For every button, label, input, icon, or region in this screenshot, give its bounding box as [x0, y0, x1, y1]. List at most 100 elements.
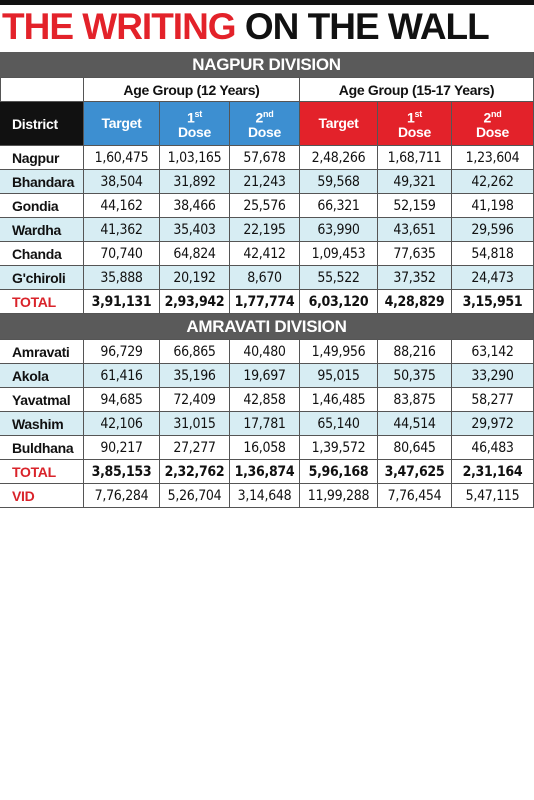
ordinal-suffix: st: [194, 108, 203, 119]
value-cell: 35,403: [160, 218, 230, 242]
value-cell: 35,196: [160, 364, 230, 388]
column-word: Target: [318, 115, 359, 131]
value-cell: 44,162: [84, 194, 160, 218]
value-cell: 94,685: [84, 388, 160, 412]
column-header: Target: [300, 102, 378, 146]
value-cell: 1,39,572: [300, 436, 378, 460]
value-cell: 52,159: [378, 194, 452, 218]
ordinal-number: 2: [255, 109, 264, 126]
value-cell: 41,362: [84, 218, 160, 242]
value-cell: 29,972: [452, 412, 534, 436]
value-cell: 55,522: [300, 266, 378, 290]
value-cell: 61,416: [84, 364, 160, 388]
value-cell: 88,216: [378, 340, 452, 364]
value-cell: 33,290: [452, 364, 534, 388]
value-cell: 3,14,648: [230, 484, 300, 508]
value-cell: 54,818: [452, 242, 534, 266]
value-cell: 2,93,942: [160, 290, 230, 314]
value-cell: 7,76,284: [84, 484, 160, 508]
value-cell: 1,09,453: [300, 242, 378, 266]
title-black: ON THE WALL: [244, 6, 490, 47]
row-label: TOTAL: [0, 290, 84, 314]
age-group: Age Group (12 Years): [84, 78, 300, 102]
row-label: Buldhana: [0, 436, 84, 460]
value-cell: 3,15,951: [452, 290, 534, 314]
value-cell: 21,243: [230, 170, 300, 194]
title-red: THE WRITING: [2, 6, 237, 47]
value-cell: 43,651: [378, 218, 452, 242]
row-label: Wardha: [0, 218, 84, 242]
column-word: Target: [101, 115, 142, 131]
column-header: 1st Dose: [378, 102, 452, 146]
age-group: Age Group (15-17 Years): [300, 78, 534, 102]
row-label: Yavatmal: [0, 388, 84, 412]
value-cell: 64,824: [160, 242, 230, 266]
value-cell: 25,576: [230, 194, 300, 218]
ordinal-suffix: nd: [263, 108, 274, 119]
value-cell: 1,77,774: [230, 290, 300, 314]
value-cell: 40,480: [230, 340, 300, 364]
column-header: 1st Dose: [160, 102, 230, 146]
value-cell: 44,514: [378, 412, 452, 436]
value-cell: 19,697: [230, 364, 300, 388]
value-cell: 1,23,604: [452, 146, 534, 170]
value-cell: 50,375: [378, 364, 452, 388]
column-word: Dose: [397, 124, 432, 141]
value-cell: 41,198: [452, 194, 534, 218]
ordinal-number: 1: [407, 109, 415, 126]
row-label: Amravati: [0, 340, 84, 364]
value-cell: 77,635: [378, 242, 452, 266]
value-cell: 63,990: [300, 218, 378, 242]
value-cell: 35,888: [84, 266, 160, 290]
value-cell: 96,729: [84, 340, 160, 364]
value-cell: 57,678: [230, 146, 300, 170]
value-cell: 65,140: [300, 412, 378, 436]
row-label: Akola: [0, 364, 84, 388]
ordinal: 1st: [407, 107, 422, 126]
value-cell: 17,781: [230, 412, 300, 436]
column-header: Target: [84, 102, 160, 146]
value-cell: 1,68,711: [378, 146, 452, 170]
value-cell: 83,875: [378, 388, 452, 412]
value-cell: 70,740: [84, 242, 160, 266]
value-cell: 5,47,115: [452, 484, 534, 508]
value-cell: 2,32,762: [160, 460, 230, 484]
value-cell: 2,48,266: [300, 146, 378, 170]
value-cell: 90,217: [84, 436, 160, 460]
value-cell: 37,352: [378, 266, 452, 290]
title: THE WRITING ON THE WALL: [2, 6, 490, 48]
value-cell: 63,142: [452, 340, 534, 364]
value-cell: 3,91,131: [84, 290, 160, 314]
division-header: NAGPUR DIVISION: [0, 52, 534, 78]
value-cell: 66,865: [160, 340, 230, 364]
column-word: Dose: [177, 124, 212, 141]
value-cell: 1,36,874: [230, 460, 300, 484]
column-header: 2nd Dose: [230, 102, 300, 146]
value-cell: 1,60,475: [84, 146, 160, 170]
value-cell: 49,321: [378, 170, 452, 194]
ordinal-suffix: nd: [491, 108, 502, 119]
row-label: Chanda: [0, 242, 84, 266]
column-word: Dose: [475, 124, 510, 141]
blank-cell: [0, 78, 84, 102]
value-cell: 8,670: [230, 266, 300, 290]
ordinal: 2nd: [256, 107, 274, 126]
value-cell: 42,858: [230, 388, 300, 412]
column-header: 2nd Dose: [452, 102, 534, 146]
value-cell: 42,262: [452, 170, 534, 194]
top-bar: [0, 0, 534, 5]
value-cell: 6,03,120: [300, 290, 378, 314]
value-cell: 27,277: [160, 436, 230, 460]
ordinal: 2nd: [484, 107, 502, 126]
value-cell: 1,03,165: [160, 146, 230, 170]
value-cell: 42,106: [84, 412, 160, 436]
value-cell: 1,46,485: [300, 388, 378, 412]
value-cell: 29,596: [452, 218, 534, 242]
value-cell: 5,26,704: [160, 484, 230, 508]
value-cell: 72,409: [160, 388, 230, 412]
value-cell: 3,47,625: [378, 460, 452, 484]
value-cell: 59,568: [300, 170, 378, 194]
value-cell: 22,195: [230, 218, 300, 242]
value-cell: 2,31,164: [452, 460, 534, 484]
